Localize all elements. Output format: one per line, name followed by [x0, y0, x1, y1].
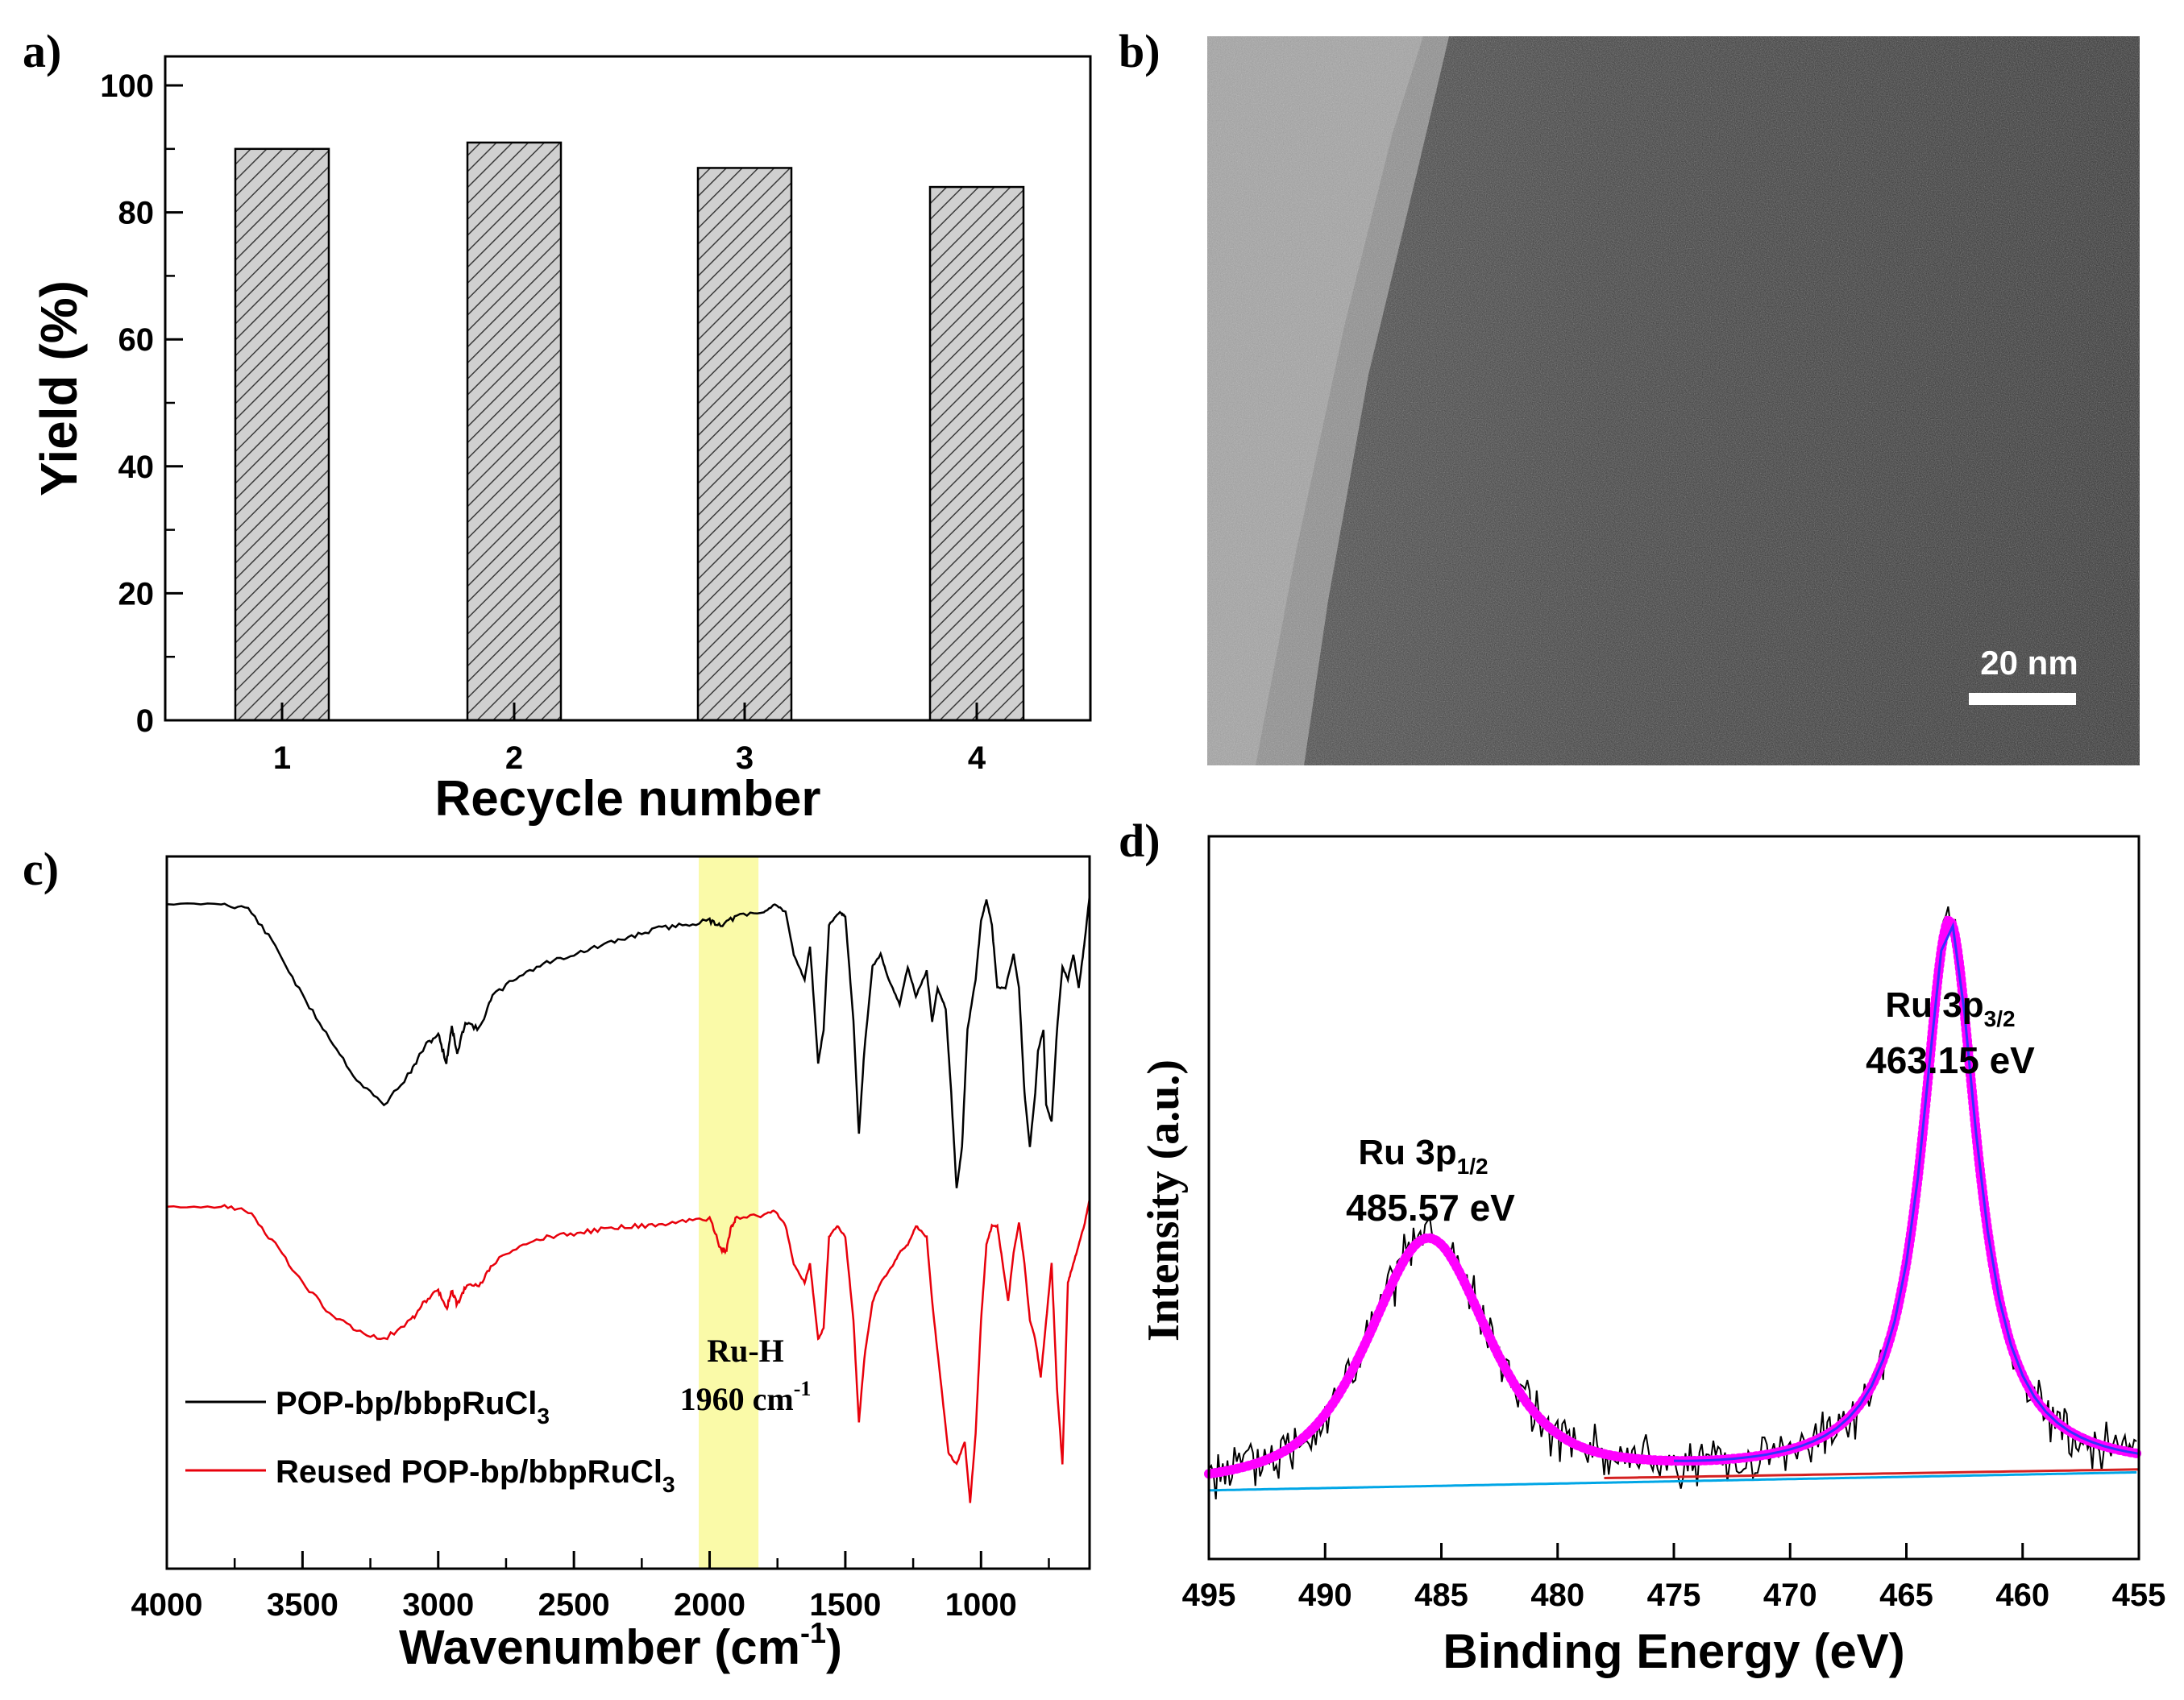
- xtick-label: 3000: [402, 1587, 474, 1623]
- ftir-line-reused: [166, 1199, 1091, 1503]
- panel-label-b: b): [1119, 25, 1161, 77]
- xtick-label: 485: [1414, 1578, 1468, 1613]
- xtick-label: 2500: [538, 1587, 610, 1623]
- chart-c-ftir: 4000 3500 3000 2500 2000 1500 1000 Wavenumber …: [131, 855, 1091, 1674]
- ru-h-annotation-2: 1960 cm-1: [680, 1377, 812, 1417]
- legend-label-reused: Reused POP-bp/bbpRuCl3: [276, 1454, 675, 1497]
- ytick-label: 80: [118, 196, 155, 231]
- xtick-label-4: 4: [968, 740, 986, 776]
- peak-label-1: Ru 3p1/2: [1358, 1133, 1488, 1179]
- peak-energy-2: 463.15 eV: [1866, 1039, 2035, 1081]
- ftir-line-pop: [166, 895, 1091, 1188]
- scalebar: [1969, 693, 2076, 705]
- xtick-label-2: 2: [505, 740, 523, 776]
- bar-3: [696, 167, 793, 722]
- peak-label-2: Ru 3p3/2: [1885, 985, 2015, 1031]
- xtick-label-1: 1: [273, 740, 291, 776]
- chart-a-ylabel: Yield (%): [30, 280, 88, 496]
- legend-label-pop: POP-bp/bbpRuCl3: [276, 1386, 550, 1428]
- chart-c-frame: [165, 855, 1091, 1570]
- xtick-label: 1000: [945, 1587, 1017, 1623]
- xtick-label: 475: [1647, 1578, 1701, 1613]
- peak-energy-1: 485.57 eV: [1346, 1187, 1515, 1229]
- xtick-label: 490: [1298, 1578, 1352, 1613]
- xtick-label: 3500: [267, 1587, 338, 1623]
- panel-label-d: d): [1119, 815, 1161, 867]
- xtick-label-3: 3: [736, 740, 754, 776]
- panel-label-a: a): [23, 25, 62, 77]
- ru-h-annotation-1: Ru-H: [707, 1333, 784, 1369]
- tem-micrograph: 20 nm: [1207, 36, 2140, 765]
- bar-4: [928, 185, 1025, 722]
- xtick-label: 460: [1995, 1578, 2049, 1613]
- xps-background: [1208, 1470, 2137, 1492]
- ytick-label: 100: [100, 68, 154, 104]
- ytick-label: 40: [118, 450, 155, 485]
- ytick-label: 60: [118, 322, 155, 358]
- xtick-label: 495: [1182, 1578, 1236, 1613]
- xtick-label: 465: [1879, 1578, 1933, 1613]
- bar-2: [466, 141, 563, 722]
- chart-a-xlabel: Recycle number: [435, 771, 821, 827]
- bar-1: [234, 147, 330, 722]
- ytick-label: 0: [136, 703, 154, 739]
- xtick-label: 480: [1530, 1578, 1584, 1613]
- xtick-label: 455: [2112, 1578, 2166, 1613]
- chart-a-recycle-yield: 0 20 40 60 80 100 1 2 3 4 Recycle number Yield (…: [30, 55, 1092, 827]
- ru-h-highlight-band: [699, 856, 759, 1569]
- chart-a-frame: [164, 55, 1092, 722]
- chart-d-xlabel: Binding Energy (eV): [1443, 1624, 1904, 1678]
- xtick-label: 2000: [674, 1587, 745, 1623]
- xtick-label: 470: [1763, 1578, 1817, 1613]
- chart-c-xlabel: Wavenumber (cm-1): [399, 1616, 842, 1674]
- xtick-label: 4000: [131, 1587, 203, 1623]
- ytick-label: 20: [118, 576, 155, 612]
- panel-label-c: c): [23, 843, 60, 895]
- xtick-label: 1500: [809, 1587, 881, 1623]
- xps-component-fit: [1673, 922, 2140, 1462]
- scalebar-label: 20 nm: [1980, 644, 2078, 682]
- chart-d-xps: 495 490 485 480 475 470 465 460 455 Binding Ener…: [1139, 835, 2166, 1678]
- chart-d-ylabel: Intensity (a.u.): [1139, 1059, 1189, 1341]
- xps-background-red: [1604, 1468, 2140, 1479]
